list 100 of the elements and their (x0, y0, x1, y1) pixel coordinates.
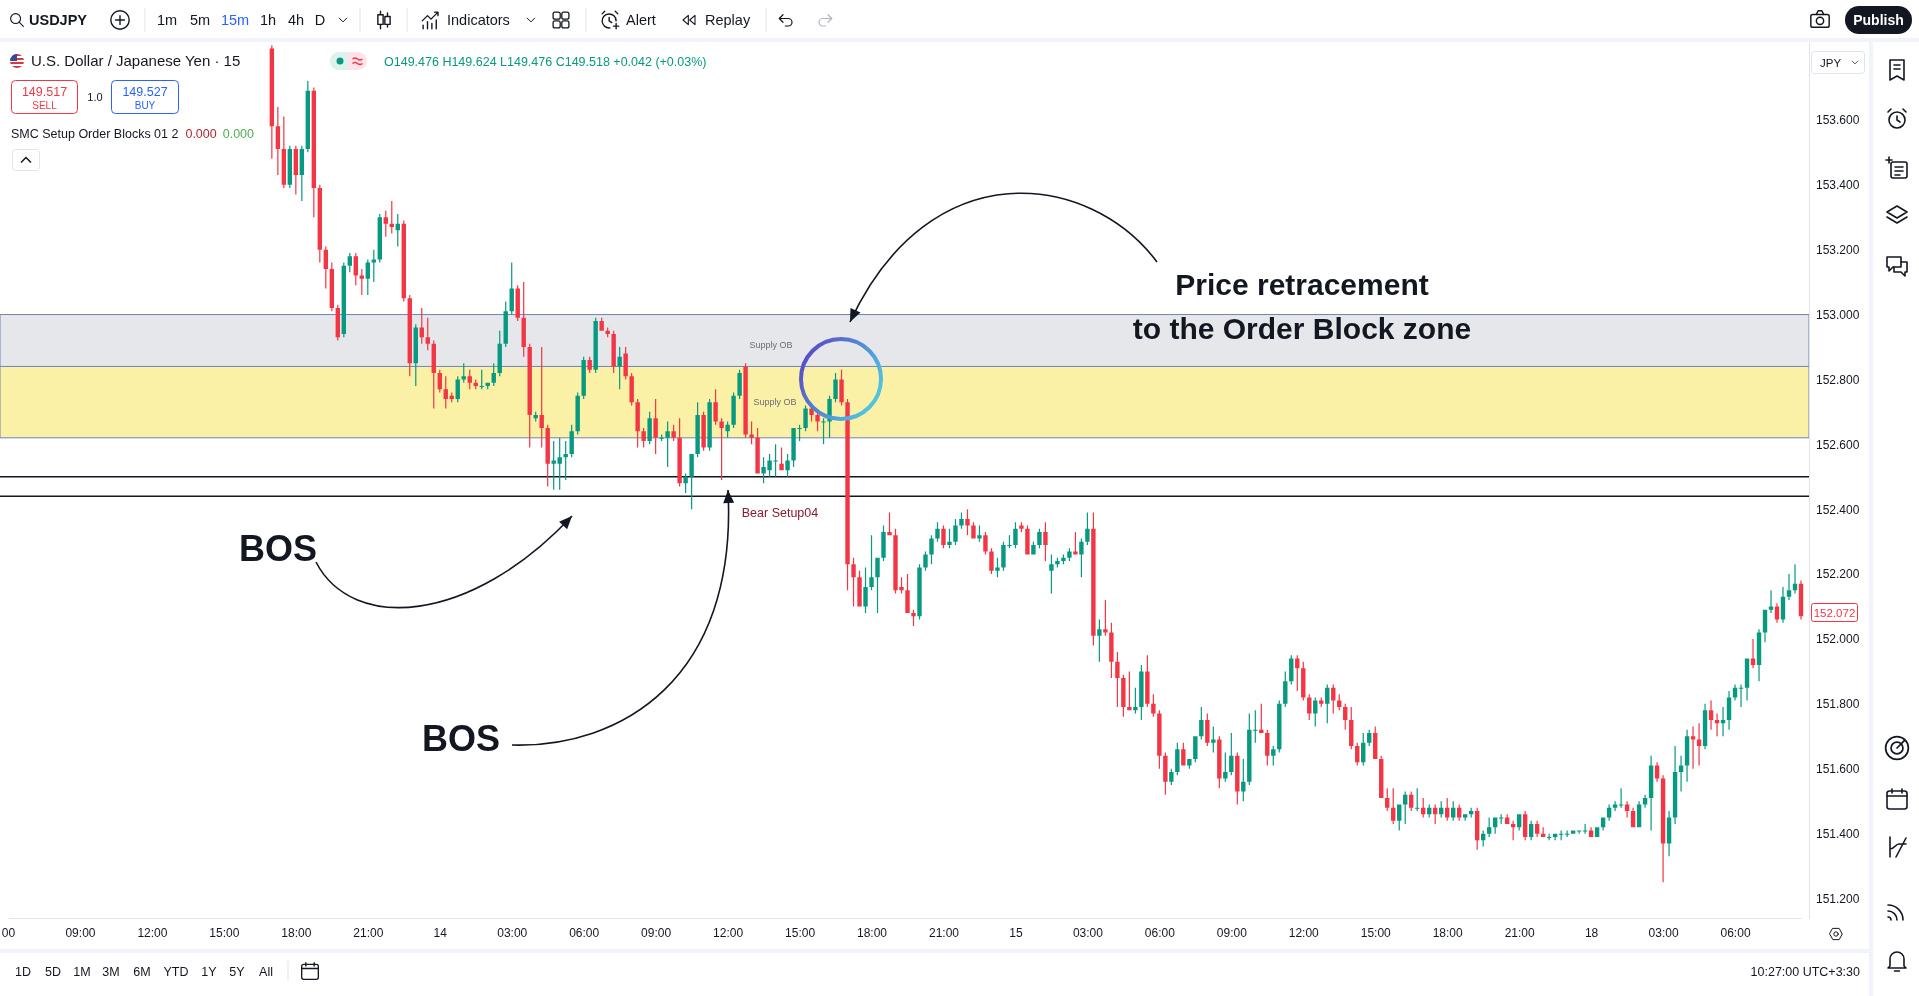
candlestick (1708, 700, 1714, 730)
text: 5D (45, 965, 61, 979)
text: 1m (156, 12, 178, 28)
candlestick (923, 551, 928, 571)
y-tick-label: 151.800 (1816, 697, 1860, 712)
candlestick (929, 535, 934, 565)
candlestick (1714, 713, 1720, 737)
candlestick (1019, 522, 1024, 532)
candlestick (599, 317, 604, 331)
candlestick (1193, 736, 1198, 763)
y-tick-label: 152.600 (1816, 437, 1860, 452)
candlestick (755, 428, 760, 474)
text: 6M (133, 965, 151, 979)
text: 4h (287, 12, 305, 28)
candlestick (1073, 531, 1078, 555)
y-tick-label: 153.000 (1816, 307, 1860, 322)
x-tick-label: 12:00 (137, 925, 168, 940)
candlestick (1145, 655, 1150, 708)
text: 5m (189, 12, 211, 28)
candlestick (1696, 723, 1702, 766)
y-tick-label: 151.600 (1816, 762, 1860, 777)
x-tick-label: 21:00 (1504, 925, 1535, 940)
x-tick-label: 15 (1009, 925, 1023, 940)
y-tick-label: 152.400 (1816, 502, 1860, 517)
candlestick (1768, 590, 1774, 614)
candlestick (707, 398, 712, 451)
text: Publish (1853, 12, 1904, 28)
text: JPY (1820, 56, 1842, 69)
text: 1Y (201, 965, 218, 979)
annotation: BOS (238, 528, 318, 569)
annotation: Bear Setup04 (741, 506, 819, 520)
candlestick (1025, 525, 1030, 555)
annotation: 1.0 (87, 91, 103, 103)
y-tick-label: 151.200 (1816, 891, 1860, 906)
candlestick (701, 411, 706, 451)
text: 10:27:00 UTC+3:30 (1750, 965, 1861, 979)
candlestick (743, 363, 748, 438)
x-tick-label: 21:00 (928, 925, 960, 940)
band-label: Supply OB (753, 397, 797, 408)
text: All (259, 965, 273, 979)
text: D (314, 12, 326, 28)
candlestick (833, 372, 838, 403)
candlestick (1067, 548, 1072, 562)
candlestick (1181, 742, 1186, 766)
x-tick-label: 18:00 (1432, 925, 1464, 940)
candlestick (1750, 638, 1756, 669)
text: 1D (15, 965, 31, 979)
annotation: 0.000 (185, 127, 217, 141)
candlestick (1690, 726, 1696, 769)
candlestick (1169, 768, 1174, 785)
candlestick (1786, 574, 1792, 601)
annotation: BOS (421, 718, 501, 759)
x-tick-label: 03:00 (1648, 925, 1679, 940)
candlestick (1720, 707, 1726, 737)
x-tick-label: 14 (433, 925, 448, 940)
candlestick (1109, 622, 1114, 678)
candlestick (857, 570, 862, 607)
candlestick (1187, 759, 1192, 769)
x-tick-label: 06:00 (1720, 925, 1751, 940)
y-tick-label: 153.400 (1816, 178, 1860, 193)
x-tick-label: 03:00 (497, 925, 528, 940)
x-tick-label: 12:00 (1288, 925, 1320, 940)
candlestick (587, 356, 592, 373)
candlestick (671, 424, 676, 442)
annotation: BUY (134, 100, 156, 111)
annotation: SMC Setup Order Blocks 01 2 (11, 127, 179, 141)
candlestick (1648, 755, 1654, 831)
annotation: SELL (32, 100, 58, 111)
y-tick-label: 153.200 (1816, 242, 1860, 257)
text: Replay (705, 12, 751, 28)
text: Indicators (447, 12, 510, 28)
band-label: Supply OB (749, 340, 793, 351)
text: 1M (73, 965, 91, 979)
y-tick-label: 152.000 (1816, 632, 1860, 647)
candlestick (1792, 564, 1798, 594)
text: Alert (626, 12, 656, 28)
annotation: 149.527 (122, 85, 168, 99)
candlestick (737, 369, 742, 399)
x-tick-label: 18 (1584, 925, 1599, 940)
x-tick-label: 21:00 (353, 925, 384, 940)
x-tick-label: 15:00 (785, 925, 816, 940)
y-tick-label: 153.600 (1816, 113, 1860, 128)
candlestick (989, 548, 994, 575)
x-tick-label: 00 (1, 925, 16, 940)
candlestick (1624, 801, 1630, 818)
candlestick (1738, 684, 1744, 708)
x-tick-label: 06:00 (569, 925, 600, 940)
y-tick-label: 152.200 (1816, 567, 1860, 582)
annotation: 0.000 (222, 127, 255, 141)
text: USDJPY (29, 12, 88, 28)
x-tick-label: 03:00 (1072, 925, 1104, 940)
y-tick-label: 152.800 (1816, 372, 1860, 387)
candlestick (1031, 541, 1036, 555)
x-tick-label: 15:00 (1360, 925, 1392, 940)
candlestick (1151, 694, 1156, 717)
x-tick-label: 18:00 (281, 925, 312, 940)
x-tick-label: 15:00 (209, 925, 240, 940)
x-tick-label: 09:00 (641, 925, 672, 940)
text: 15m (220, 12, 250, 28)
candlestick (641, 428, 646, 448)
